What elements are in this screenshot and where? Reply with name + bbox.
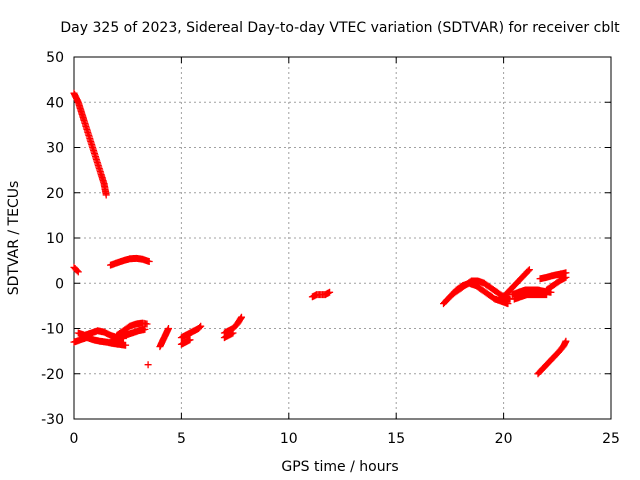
series-arc-hump-2h	[107, 254, 153, 269]
series-arc-low-4	[109, 325, 149, 344]
series-arc-11-12h	[308, 288, 334, 301]
y-tick-label: -10	[41, 322, 64, 338]
series-arc-5h	[177, 322, 205, 342]
series-arc-7h-b	[220, 329, 237, 342]
grid-layer	[74, 57, 611, 419]
tick-layer: 0 5 10 15 20 25 -30 -20 -10 0 10 20 30 40 50	[41, 50, 620, 447]
series-arc-22-23h-b	[543, 273, 570, 294]
data-marker	[156, 325, 172, 351]
x-tick-label: 5	[177, 431, 186, 447]
series-point-3-5h	[144, 361, 152, 369]
series-arc-20-21h-rise	[500, 266, 533, 301]
series-arc-zero-start	[70, 263, 82, 276]
x-tick-label: 0	[70, 431, 79, 447]
y-tick-label: 10	[46, 231, 64, 247]
y-tick-label: -20	[41, 367, 64, 383]
x-tick-label: 20	[495, 431, 513, 447]
data-layer	[70, 89, 570, 378]
x-axis-title: GPS time / hours	[281, 459, 398, 475]
data-marker	[220, 313, 245, 337]
data-marker	[500, 266, 533, 301]
y-tick-label: 0	[55, 276, 64, 292]
x-tick-label: 15	[387, 431, 405, 447]
data-marker	[109, 325, 149, 344]
data-marker	[308, 288, 334, 301]
series-arc-21-22h-b	[510, 291, 551, 303]
data-marker	[70, 89, 110, 199]
data-marker	[177, 322, 205, 342]
data-marker	[70, 263, 82, 276]
data-marker	[107, 254, 153, 269]
y-tick-label: 30	[46, 141, 64, 157]
series-arc-22-23h	[536, 269, 570, 283]
data-marker	[536, 269, 570, 283]
data-marker	[543, 273, 570, 294]
data-marker	[534, 337, 570, 378]
y-tick-label: 40	[46, 95, 64, 111]
series-arc-21-23h-fall	[534, 337, 570, 378]
x-tick-label: 10	[280, 431, 298, 447]
series-arc-falling-start	[70, 89, 110, 199]
y-tick-label: -30	[41, 412, 64, 428]
data-marker	[177, 336, 194, 348]
series-arc-4h	[156, 325, 172, 351]
data-marker	[510, 291, 551, 303]
y-tick-label: 20	[46, 186, 64, 202]
data-marker	[144, 361, 152, 369]
y-axis-title: SDTVAR / TECUs	[6, 181, 22, 296]
chart-title: Day 325 of 2023, Sidereal Day-to-day VTE…	[60, 20, 620, 36]
x-tick-label: 25	[602, 431, 620, 447]
data-marker	[220, 329, 237, 342]
series-arc-5h-b	[177, 336, 194, 348]
series-arc-7h	[220, 313, 245, 337]
y-tick-label: 50	[46, 50, 64, 66]
